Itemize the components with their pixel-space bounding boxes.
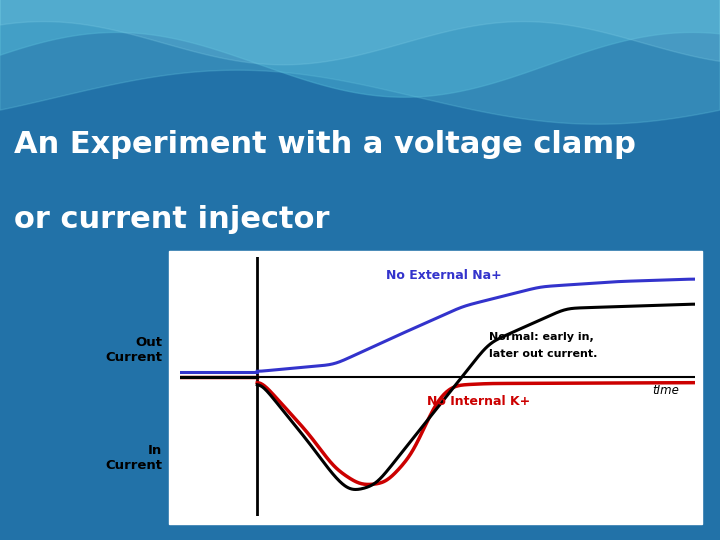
Text: In
Current: In Current — [105, 444, 162, 471]
Text: An Experiment with a voltage clamp: An Experiment with a voltage clamp — [14, 130, 636, 159]
Text: No External Na+: No External Na+ — [386, 269, 502, 282]
Text: Normal: early in,: Normal: early in, — [489, 332, 593, 342]
Text: later out current.: later out current. — [489, 349, 598, 360]
Text: or current injector: or current injector — [14, 205, 330, 234]
Text: tIme: tIme — [652, 384, 680, 397]
Text: No Internal K+: No Internal K+ — [427, 395, 531, 408]
Bar — [169, 251, 702, 524]
Text: Out
Current: Out Current — [105, 336, 162, 363]
